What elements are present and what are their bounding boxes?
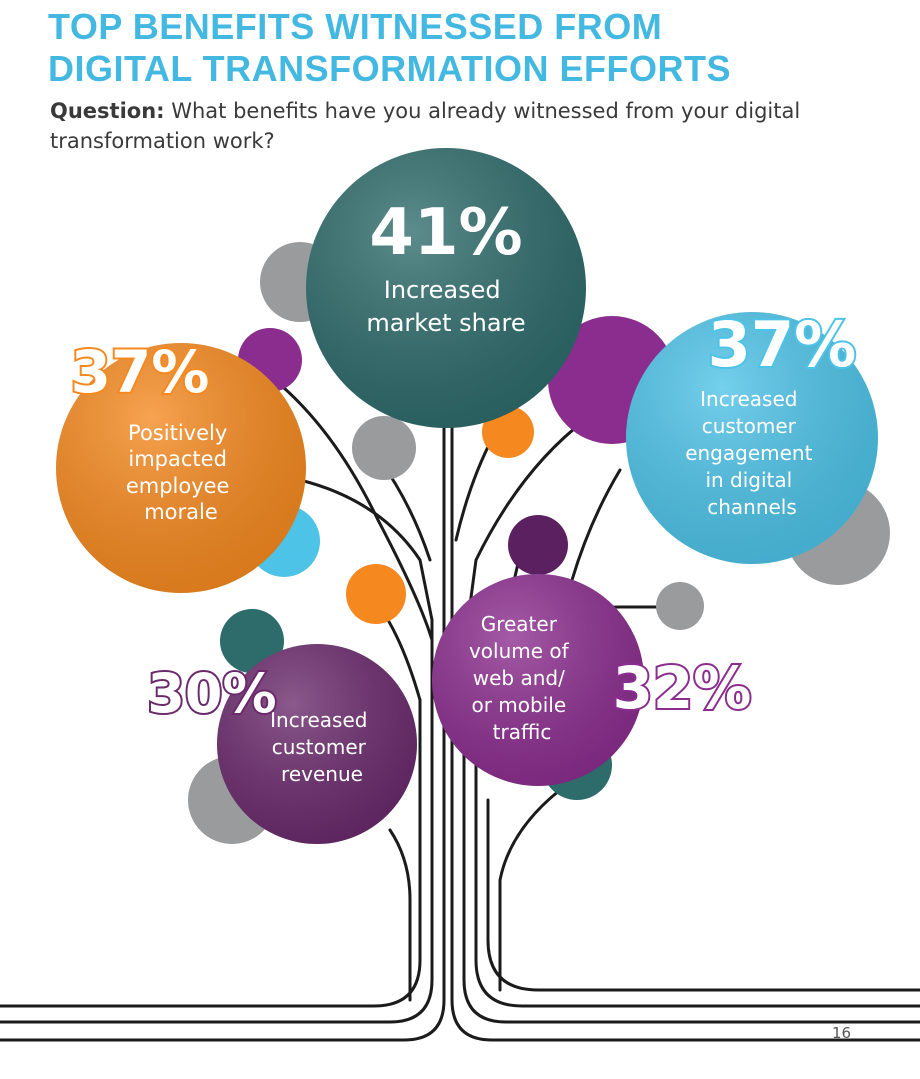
bubble-percent: 37% bbox=[708, 308, 856, 381]
tree-branches bbox=[0, 368, 920, 1042]
bubble-label: Increased market share bbox=[366, 276, 525, 337]
benefit-bubble-4: Increased customer revenue 30% bbox=[145, 644, 417, 844]
bubble-label: Increased customer revenue bbox=[270, 708, 374, 786]
benefit-bubble-2: Increased customer engagement in digital… bbox=[626, 306, 878, 564]
question-label: Question: bbox=[50, 99, 165, 123]
title-line-1: TOP BENEFITS WITNESSED FROM bbox=[48, 6, 663, 47]
page-number: 16 bbox=[832, 1024, 852, 1042]
survey-question: Question: What benefits have you already… bbox=[50, 96, 870, 156]
bubble-percent: 32% bbox=[613, 654, 752, 722]
orange-circle bbox=[346, 564, 406, 624]
bubble-percent: 30% bbox=[147, 662, 276, 725]
benefit-bubble-1: Positively impacted employee morale 37% bbox=[56, 336, 306, 593]
benefit-bubble-3: Greater volume of web and/ or mobile tra… bbox=[432, 574, 753, 786]
question-text: What benefits have you already witnessed… bbox=[50, 99, 801, 153]
gray-circle bbox=[352, 416, 416, 480]
dark-purple-circle bbox=[508, 515, 568, 575]
bubble-label: Greater volume of web and/ or mobile tra… bbox=[469, 612, 575, 744]
bubble-percent: 37% bbox=[71, 338, 210, 406]
bubble-label: Positively impacted employee morale bbox=[126, 421, 236, 524]
gray-circle bbox=[656, 582, 704, 630]
title-line-2: DIGITAL TRANSFORMATION EFFORTS bbox=[48, 48, 731, 89]
bubble-percent: 41% bbox=[369, 196, 522, 270]
page-title: TOP BENEFITS WITNESSED FROM DIGITAL TRAN… bbox=[48, 6, 731, 90]
bubble-label: Increased customer engagement in digital… bbox=[685, 387, 819, 519]
benefit-bubble-0: 41% Increased market share bbox=[306, 148, 586, 428]
